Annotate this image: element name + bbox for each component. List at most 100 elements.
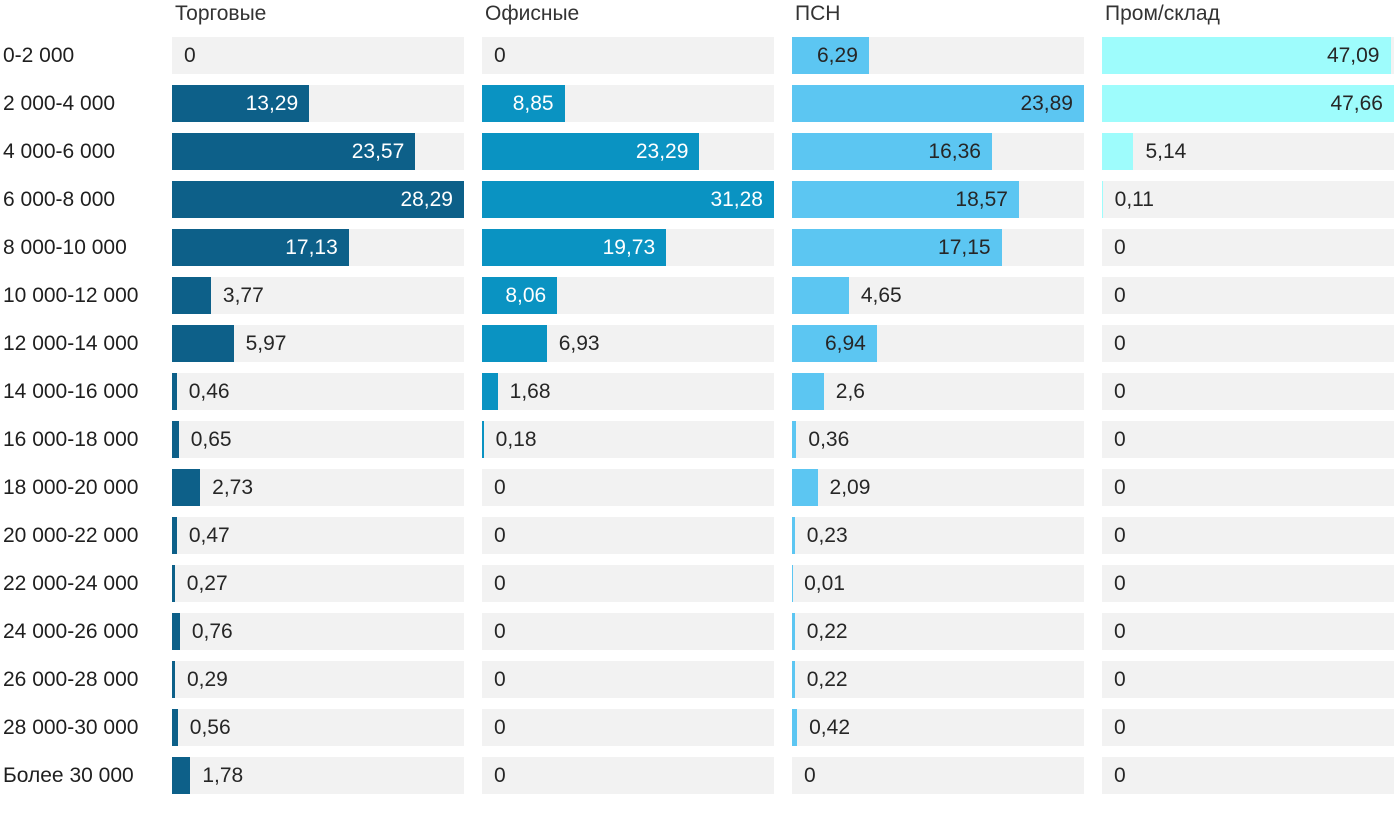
bar xyxy=(482,229,667,266)
bar xyxy=(482,133,700,170)
bar-value-label: 8,06 xyxy=(505,284,547,307)
bar-value-label: 0,47 xyxy=(188,524,230,547)
bar-track: 0,27 xyxy=(172,565,464,602)
category-label: 8 000-10 000 xyxy=(3,236,127,259)
bar-track: 16,36 xyxy=(792,133,1084,170)
bar xyxy=(172,85,310,122)
bar xyxy=(172,133,416,170)
bar-track: 2,73 xyxy=(172,469,464,506)
bar-track: 0,22 xyxy=(792,661,1084,698)
bar-track: 47,66 xyxy=(1102,85,1394,122)
bar-track: 0,56 xyxy=(172,709,464,746)
bar-track: 0 xyxy=(1102,325,1394,362)
bar-track: 23,57 xyxy=(172,133,464,170)
chart-row: 20 000-22 000 0,47 0 0,23 0 xyxy=(0,517,1395,554)
bar-track: 6,94 xyxy=(792,325,1084,362)
bar-value-label: 0,01 xyxy=(804,572,845,595)
chart-row: 10 000-12 000 3,77 8,06 4,65 0 xyxy=(0,277,1395,314)
bar-track: 0,42 xyxy=(792,709,1084,746)
bar-track: 18,57 xyxy=(792,181,1084,218)
bar-value-label: 2,73 xyxy=(212,476,254,499)
bar xyxy=(172,325,234,362)
chart-row: 26 000-28 000 0,29 0 0,22 0 xyxy=(0,661,1395,698)
bar-value-label: 31,28 xyxy=(710,188,763,211)
bar-track: 47,09 xyxy=(1102,37,1394,74)
bar-value-label: 0 xyxy=(494,668,506,691)
bar-value-label: 0 xyxy=(184,44,196,67)
bar-value-label: 4,65 xyxy=(860,284,902,307)
bar-track: 3,77 xyxy=(172,277,464,314)
bar xyxy=(1102,37,1391,74)
bar-value-label: 0,42 xyxy=(809,716,850,739)
bar-track: 0,01 xyxy=(792,565,1084,602)
category-label: 6 000-8 000 xyxy=(3,188,116,211)
bar-value-label: 0,11 xyxy=(1114,188,1154,211)
bar-value-label: 0 xyxy=(1114,572,1126,595)
chart-row: 22 000-24 000 0,27 0 0,01 0 xyxy=(0,565,1395,602)
bar-track: 0 xyxy=(1102,565,1394,602)
bar-track: 0,23 xyxy=(792,517,1084,554)
column-header-psn: ПСН xyxy=(795,2,841,25)
bar-value-label: 0,29 xyxy=(186,668,228,691)
bar-value-label: 3,77 xyxy=(222,284,264,307)
bar xyxy=(792,613,795,650)
bar-track: 0,76 xyxy=(172,613,464,650)
bar xyxy=(792,661,795,698)
bar xyxy=(172,181,464,218)
bar-value-label: 0,46 xyxy=(188,380,230,403)
category-label: 18 000-20 000 xyxy=(3,476,139,499)
bar-value-label: 19,73 xyxy=(602,236,656,259)
chart-row: 18 000-20 000 2,73 0 2,09 0 xyxy=(0,469,1395,506)
chart-row: 24 000-26 000 0,76 0 0,22 0 xyxy=(0,613,1395,650)
bar-value-label: 0 xyxy=(494,524,506,547)
bar-value-label: 0 xyxy=(1114,524,1126,547)
bar-value-label: 0,22 xyxy=(806,668,848,691)
bar-value-label: 17,13 xyxy=(285,236,338,259)
bar xyxy=(172,469,201,506)
bar xyxy=(792,421,797,458)
chart-row: 28 000-30 000 0,56 0 0,42 0 xyxy=(0,709,1395,746)
bar-track: 0 xyxy=(1102,229,1394,266)
bar-track: 8,06 xyxy=(482,277,774,314)
bar-value-label: 0 xyxy=(494,620,506,643)
bar-track: 0 xyxy=(172,37,464,74)
bar-track: 23,89 xyxy=(792,85,1084,122)
bar-value-label: 0 xyxy=(1114,668,1126,691)
chart-row: 2 000-4 000 13,29 8,85 23,89 47,66 xyxy=(0,85,1395,122)
bar xyxy=(482,277,558,314)
bar-value-label: 0 xyxy=(494,572,506,595)
bar xyxy=(482,85,565,122)
column-headers: Торговые Офисные ПСН Пром/склад xyxy=(0,0,1395,37)
bar-value-label: 1,68 xyxy=(509,380,551,403)
bar-value-label: 0,27 xyxy=(186,572,228,595)
bar-value-label: 0 xyxy=(804,764,816,787)
bar-value-label: 2,09 xyxy=(829,476,871,499)
chart-row: 0-2 000 0 0 6,29 47,09 xyxy=(0,37,1395,74)
category-label: 28 000-30 000 xyxy=(3,716,139,739)
bar xyxy=(172,373,177,410)
bar-track: 0 xyxy=(482,709,774,746)
bar-value-label: 0,56 xyxy=(189,716,231,739)
bar-value-label: 8,85 xyxy=(512,92,554,115)
bar-track: 0 xyxy=(482,613,774,650)
category-label: 22 000-24 000 xyxy=(3,572,139,595)
bar-value-label: 2,6 xyxy=(835,380,865,403)
bar-value-label: 5,14 xyxy=(1145,140,1187,163)
bar xyxy=(482,181,774,218)
bar xyxy=(1102,133,1134,170)
bar-value-label: 1,78 xyxy=(202,764,244,787)
bar-value-label: 6,29 xyxy=(817,44,858,67)
bar-value-label: 0,23 xyxy=(806,524,848,547)
bar-value-label: 0,76 xyxy=(191,620,233,643)
bar xyxy=(792,133,992,170)
category-label: Более 30 000 xyxy=(3,764,134,787)
bar xyxy=(792,517,795,554)
bar-value-label: 0,65 xyxy=(190,428,232,451)
bar-value-label: 0 xyxy=(1114,284,1126,307)
bar-track: 19,73 xyxy=(482,229,774,266)
bar xyxy=(792,277,849,314)
bar-value-label: 18,57 xyxy=(955,188,1008,211)
bar-track: 6,93 xyxy=(482,325,774,362)
chart-row: 4 000-6 000 23,57 23,29 16,36 5,14 xyxy=(0,133,1395,170)
category-label: 12 000-14 000 xyxy=(3,332,139,355)
